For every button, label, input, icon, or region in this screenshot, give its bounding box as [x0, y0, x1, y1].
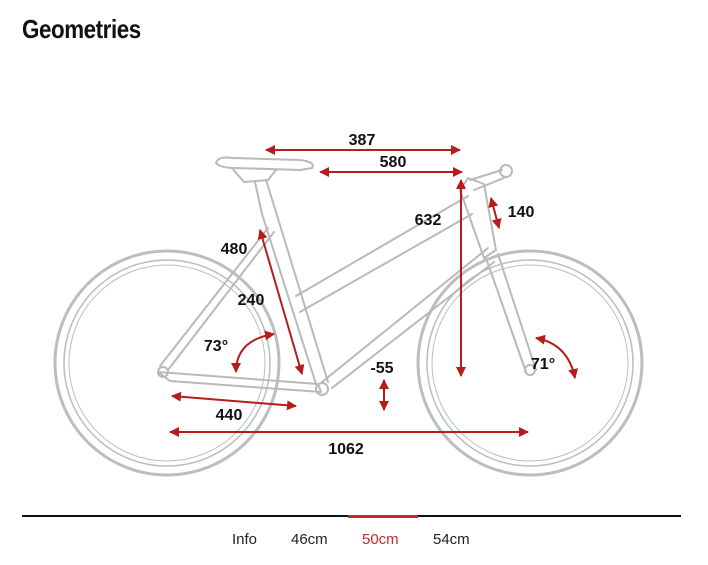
active-tab-indicator [348, 515, 418, 518]
seat-angle-label: 73° [204, 338, 228, 355]
top-tube-label: 580 [380, 154, 407, 171]
tab-info[interactable]: Info [232, 531, 258, 548]
head-tube-label: 140 [508, 204, 535, 221]
bb-drop-label: -55 [370, 360, 393, 377]
bike-geometry-diagram: 387 580 632 140 480 240 73° 71° -55 440 … [53, 132, 644, 477]
seat-tube-center-label: 240 [238, 292, 265, 309]
rear-wheel [53, 249, 281, 477]
reach-label: 387 [349, 132, 376, 149]
size-tab-bar: Info 46cm 50cm 54cm [22, 515, 681, 565]
front-wheel [416, 249, 644, 477]
tab-50cm[interactable]: 50cm [362, 531, 399, 548]
tab-54cm[interactable]: 54cm [433, 531, 470, 548]
stack-label: 632 [415, 212, 442, 229]
chainstay-label: 440 [216, 407, 243, 424]
seat-tube-label: 480 [221, 241, 248, 258]
size-tabs: Info 46cm 50cm 54cm [22, 531, 681, 553]
measure-lines [169, 145, 579, 437]
tab-46cm[interactable]: 46cm [291, 531, 328, 548]
head-angle-label: 71° [531, 356, 555, 373]
page-title: Geometries [22, 14, 141, 44]
wheelbase-label: 1062 [328, 441, 364, 458]
bike-frame [157, 156, 537, 396]
